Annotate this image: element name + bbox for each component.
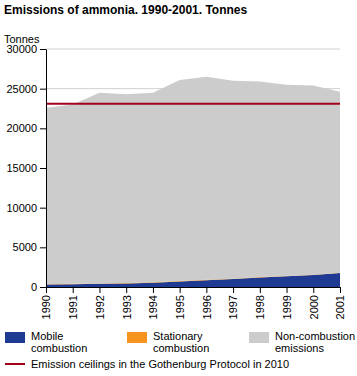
tick-mark bbox=[153, 287, 154, 293]
tick-mark bbox=[126, 287, 127, 293]
tick-mark bbox=[313, 287, 314, 293]
tick-label: 15000 bbox=[6, 162, 37, 174]
tick-label: 30000 bbox=[6, 43, 37, 55]
legend-label: Stationarycombustion bbox=[153, 330, 209, 354]
tick-mark bbox=[206, 287, 207, 293]
tick-mark bbox=[40, 89, 46, 90]
tick-label: 1994 bbox=[147, 295, 159, 319]
tick: 1990 bbox=[40, 287, 52, 319]
tick-label: 2001 bbox=[334, 295, 346, 319]
tick: 30000 bbox=[6, 43, 46, 55]
tick-label: 1998 bbox=[254, 295, 266, 319]
legend-label: Non-combustionemissions bbox=[275, 330, 355, 354]
tick-label: 1996 bbox=[201, 295, 213, 319]
tick: 20000 bbox=[6, 122, 46, 134]
tick: 1999 bbox=[281, 287, 293, 319]
title: Emissions of ammonia. 1990-2001. Tonnes bbox=[4, 3, 248, 17]
tick-mark bbox=[180, 287, 181, 293]
tick-label: 25000 bbox=[6, 83, 37, 95]
tick: 1996 bbox=[201, 287, 213, 319]
tick-label: 20000 bbox=[6, 122, 37, 134]
tick: 1997 bbox=[227, 287, 239, 319]
tick-mark bbox=[287, 287, 288, 293]
tick: 25000 bbox=[6, 83, 46, 95]
tick: 1998 bbox=[254, 287, 266, 319]
line bbox=[46, 103, 340, 105]
tick-mark bbox=[40, 128, 46, 129]
tick-label: 1991 bbox=[67, 295, 79, 319]
tick-mark bbox=[40, 208, 46, 209]
tick-label: 10000 bbox=[6, 202, 37, 214]
tick-mark bbox=[40, 247, 46, 248]
tick: 2000 bbox=[308, 287, 320, 319]
tick-label: 1999 bbox=[281, 295, 293, 319]
tick-label: 2000 bbox=[308, 295, 320, 319]
tick-mark bbox=[73, 287, 74, 293]
tick-mark bbox=[46, 287, 47, 293]
tick: 0 bbox=[31, 281, 46, 293]
axis-line bbox=[47, 287, 341, 288]
axis-line bbox=[46, 50, 47, 288]
tick-label: 1995 bbox=[174, 295, 186, 319]
tick-mark bbox=[99, 287, 100, 293]
plot: 0500010000150002000025000300001990199119… bbox=[6, 43, 346, 319]
grid-line bbox=[46, 49, 340, 50]
tick-mark bbox=[40, 168, 46, 169]
tick: 5000 bbox=[13, 241, 46, 253]
x-axis: 1990 1991 1992 1993 1994 1995 1996 1997 1998 1999… bbox=[40, 287, 346, 319]
legend-label: Emission ceilings in the Gothenburg Prot… bbox=[31, 358, 289, 370]
tick-mark bbox=[40, 287, 46, 288]
legend: Mobilecombustion Stationarycombustion Non-… bbox=[5, 330, 355, 370]
tick-mark bbox=[340, 287, 341, 293]
tick: 2001 bbox=[334, 287, 346, 319]
area bbox=[46, 77, 340, 284]
tick-mark bbox=[260, 287, 261, 293]
legend-label: Mobilecombustion bbox=[31, 330, 87, 354]
tick: 1992 bbox=[94, 287, 106, 319]
y-axis: 0 5000 10000 15000 20000 25000 30000 bbox=[6, 43, 46, 293]
tick: 1994 bbox=[147, 287, 159, 319]
legend-swatch bbox=[127, 332, 147, 343]
tick-label: 1992 bbox=[94, 295, 106, 319]
legend-swatch bbox=[5, 363, 25, 365]
grid bbox=[46, 49, 340, 287]
chart: Emissions of ammonia. 1990-2001. TonnesT… bbox=[0, 0, 357, 376]
tick-label: 5000 bbox=[13, 241, 37, 253]
tick-mark bbox=[40, 49, 46, 50]
tick-label: 1990 bbox=[40, 295, 52, 319]
tick: 1995 bbox=[174, 287, 186, 319]
tick: 1993 bbox=[121, 287, 133, 319]
tick: 10000 bbox=[6, 202, 46, 214]
tick: 1991 bbox=[67, 287, 79, 319]
legend-swatch bbox=[249, 332, 269, 343]
tick-label: 1993 bbox=[121, 295, 133, 319]
marks bbox=[46, 77, 340, 287]
legend-swatch bbox=[5, 332, 25, 343]
tick: 15000 bbox=[6, 162, 46, 174]
tick-label: 0 bbox=[31, 281, 37, 293]
tick-label: 1997 bbox=[227, 295, 239, 319]
tick-mark bbox=[233, 287, 234, 293]
